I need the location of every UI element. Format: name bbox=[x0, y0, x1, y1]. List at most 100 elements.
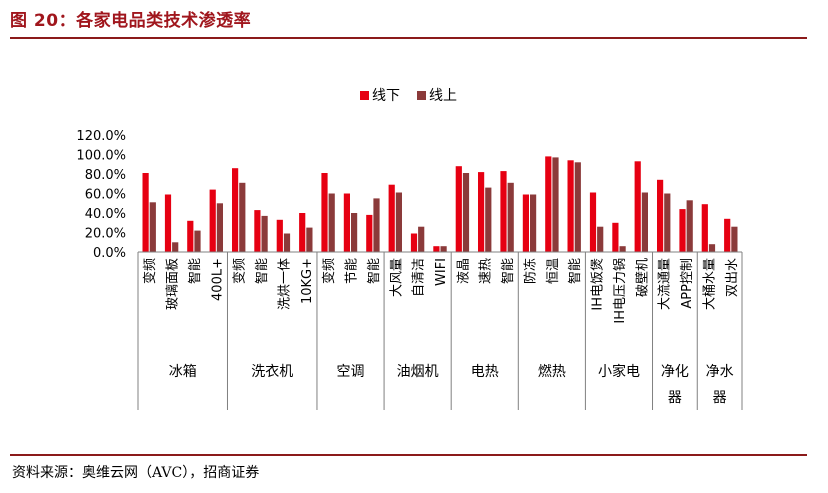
bar-online bbox=[731, 226, 738, 252]
category-label: 智能 bbox=[188, 258, 203, 284]
bar-online bbox=[574, 162, 581, 252]
figure-title: 图 20：各家电品类技术渗透率 bbox=[10, 11, 252, 31]
category-label: 恒温 bbox=[546, 258, 561, 284]
category-label: WIFI bbox=[434, 258, 449, 286]
group-label: 洗衣机 bbox=[251, 364, 293, 380]
group-label: 小家电 bbox=[598, 363, 640, 380]
bar-online bbox=[216, 203, 223, 253]
group-label: 净水 bbox=[706, 364, 734, 380]
bar-online bbox=[686, 200, 693, 252]
bar-offline bbox=[634, 161, 641, 252]
category-label: IH电饭煲 bbox=[590, 258, 606, 311]
bar-offline bbox=[321, 173, 328, 252]
bar-online bbox=[194, 230, 201, 252]
bar-offline bbox=[388, 184, 395, 252]
bar-offline bbox=[366, 214, 373, 252]
group-label: 燃热 bbox=[538, 363, 566, 380]
category-label: 节能 bbox=[345, 258, 360, 284]
category-label: IH电压力锅 bbox=[612, 258, 628, 324]
category-label: 大风量 bbox=[389, 258, 404, 297]
y-tick-label: 60.0% bbox=[85, 188, 126, 203]
y-tick-label: 80.0% bbox=[85, 168, 126, 183]
category-label: APP控制 bbox=[680, 258, 695, 309]
bar-online bbox=[373, 198, 380, 252]
category-label: 400L+ bbox=[210, 258, 225, 301]
bar-offline bbox=[567, 160, 574, 252]
group-label: 电热 bbox=[471, 364, 499, 380]
bar-online bbox=[708, 244, 716, 252]
bar-online bbox=[283, 233, 291, 252]
category-label: 变频 bbox=[232, 258, 248, 284]
bar-offline bbox=[343, 193, 350, 252]
bar-online bbox=[462, 173, 470, 252]
footer-rule bbox=[10, 454, 807, 456]
bar-online bbox=[485, 187, 492, 252]
source-note: 资料来源：奥维云网（AVC），招商证券 bbox=[12, 465, 260, 481]
bar-online bbox=[641, 192, 648, 252]
legend-swatch-online bbox=[417, 91, 426, 100]
y-tick-label: 0.0% bbox=[93, 246, 126, 261]
bar-online bbox=[597, 226, 604, 252]
bar-offline bbox=[545, 156, 552, 252]
category-label: 液晶 bbox=[456, 258, 471, 284]
bar-offline bbox=[254, 210, 261, 252]
legend-label-offline: 线下 bbox=[372, 88, 400, 104]
bar-online bbox=[351, 213, 358, 252]
category-label: 变频 bbox=[142, 258, 158, 284]
bar-offline bbox=[209, 189, 216, 252]
bar-offline bbox=[478, 172, 485, 252]
y-tick-label: 40.0% bbox=[85, 207, 126, 222]
group-label: 空调 bbox=[337, 364, 365, 380]
category-label: 智能 bbox=[367, 258, 382, 284]
bar-online bbox=[261, 215, 268, 252]
group-label: 净化 bbox=[661, 364, 689, 380]
bar-online bbox=[530, 194, 537, 252]
bar-online bbox=[552, 157, 559, 252]
bar-offline bbox=[724, 218, 731, 252]
bar-offline bbox=[657, 179, 664, 252]
category-label: 双出水 bbox=[725, 258, 740, 297]
bar-offline bbox=[142, 173, 149, 252]
bar-offline bbox=[276, 219, 283, 252]
bar-offline bbox=[299, 213, 306, 252]
category-label: 智能 bbox=[568, 258, 583, 284]
group-label: 冰箱 bbox=[169, 364, 197, 380]
bar-offline bbox=[500, 171, 507, 252]
bar-online bbox=[172, 242, 179, 253]
y-tick-label: 120.0% bbox=[76, 129, 126, 144]
category-label: 智能 bbox=[501, 258, 516, 284]
bar-online bbox=[328, 193, 335, 252]
bar-offline bbox=[455, 166, 462, 252]
category-label: 玻璃面板 bbox=[166, 258, 181, 310]
category-label: 10KG+ bbox=[300, 258, 315, 304]
category-label: 变频 bbox=[321, 258, 337, 284]
bar-offline bbox=[612, 222, 619, 253]
bar-offline bbox=[164, 194, 172, 252]
legend-label-online: 线上 bbox=[429, 88, 457, 104]
bar-offline bbox=[410, 233, 418, 252]
bar-online bbox=[306, 227, 313, 252]
bar-offline bbox=[701, 204, 708, 252]
category-label: 自清洁 bbox=[412, 258, 427, 297]
category-label: 洗烘一体 bbox=[277, 258, 292, 310]
bar-offline bbox=[187, 220, 194, 252]
category-label: 智能 bbox=[255, 258, 270, 284]
bar-online bbox=[619, 246, 626, 252]
category-label: 破壁机 bbox=[635, 258, 650, 297]
bar-online bbox=[395, 192, 402, 252]
bar-online bbox=[440, 246, 447, 252]
bar-online bbox=[239, 182, 246, 252]
bar-offline bbox=[679, 209, 686, 252]
y-tick-label: 20.0% bbox=[85, 227, 126, 242]
group-label: 器 bbox=[713, 390, 727, 406]
bar-online bbox=[664, 193, 671, 252]
bar-offline bbox=[589, 192, 597, 252]
bar-offline bbox=[232, 168, 239, 252]
group-label: 器 bbox=[668, 390, 682, 406]
group-label: 油烟机 bbox=[397, 364, 439, 380]
bar-offline bbox=[522, 194, 529, 252]
category-label: 速热 bbox=[479, 258, 494, 284]
legend-swatch-offline bbox=[360, 91, 369, 100]
y-tick-label: 100.0% bbox=[76, 149, 126, 164]
bar-online bbox=[418, 226, 425, 252]
